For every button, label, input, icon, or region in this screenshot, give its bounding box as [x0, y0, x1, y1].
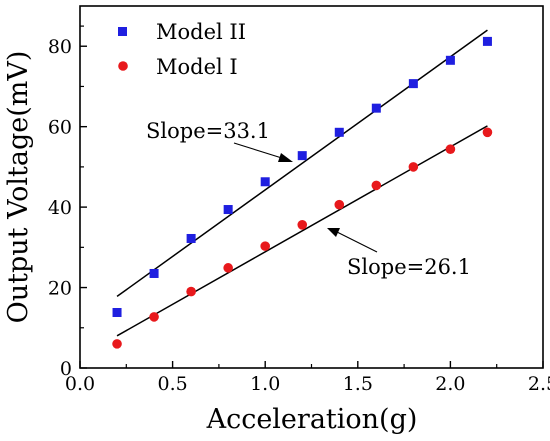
data-points — [112, 36, 493, 349]
fit-line-model-ii — [116, 29, 488, 298]
y-tick-label: 20 — [48, 278, 72, 300]
x-tick-label: 2.5 — [528, 373, 550, 395]
data-point-model-ii — [445, 55, 455, 65]
y-tick-label: 0 — [60, 358, 72, 380]
y-axis-title: Output Voltage(mV) — [3, 51, 34, 324]
y-tick-label: 80 — [48, 36, 72, 58]
x-tick-label: 2.0 — [435, 373, 465, 395]
data-point-model-ii — [297, 151, 307, 161]
legend-marker-model-i — [118, 61, 128, 71]
y-tick-label: 60 — [48, 117, 72, 139]
data-point-model-ii — [371, 103, 381, 113]
annotation-arrow-model-i — [336, 231, 378, 253]
data-point-model-i — [445, 144, 456, 154]
data-point-model-i — [260, 241, 271, 251]
data-point-model-i — [334, 199, 345, 210]
legend-marker-model-ii — [118, 27, 127, 36]
annotation-arrowhead-model-i — [327, 228, 340, 237]
data-point-model-i — [149, 312, 159, 322]
data-point-model-i — [297, 220, 308, 230]
annotation-model-ii-slope: Slope=33.1 — [146, 119, 270, 143]
legend: Model II Model I — [118, 20, 246, 79]
legend-label-model-i: Model I — [156, 55, 238, 79]
data-point-model-i — [408, 162, 419, 172]
data-point-model-ii — [149, 268, 159, 278]
data-point-model-ii — [186, 233, 196, 243]
data-point-model-ii — [223, 205, 233, 215]
axis-ticks — [79, 25, 544, 369]
annotation-arrow-model-ii — [233, 142, 286, 160]
fit-line-model-i — [116, 125, 488, 337]
x-tick-label: 1.5 — [343, 373, 373, 395]
data-point-model-ii — [260, 177, 270, 187]
data-point-model-i — [112, 339, 122, 349]
annotations: Slope=33.1 Slope=26.1 — [146, 119, 471, 279]
x-tick-label: 0.5 — [157, 373, 187, 395]
legend-label-model-ii: Model II — [156, 20, 246, 44]
plot-frame — [79, 5, 544, 369]
data-point-model-ii — [334, 127, 344, 137]
data-point-model-ii — [112, 307, 122, 317]
data-point-model-i — [186, 286, 196, 297]
annotation-model-i-slope: Slope=26.1 — [347, 255, 471, 279]
y-tick-label: 40 — [48, 197, 72, 219]
data-point-model-i — [371, 180, 382, 191]
fit-lines — [116, 29, 488, 337]
data-point-model-ii — [482, 36, 492, 46]
axis-tick-labels: 0.0 0.5 1.0 1.5 2.0 2.5 0 20 40 60 80 — [48, 36, 550, 395]
annotation-arrowhead-model-ii — [278, 153, 293, 162]
x-tick-label: 0.0 — [65, 373, 95, 395]
x-axis-title: Acceleration(g) — [206, 404, 418, 435]
data-point-model-i — [223, 263, 233, 273]
data-point-model-ii — [408, 79, 418, 89]
x-tick-label: 1.0 — [250, 373, 280, 395]
data-point-model-i — [482, 127, 493, 138]
